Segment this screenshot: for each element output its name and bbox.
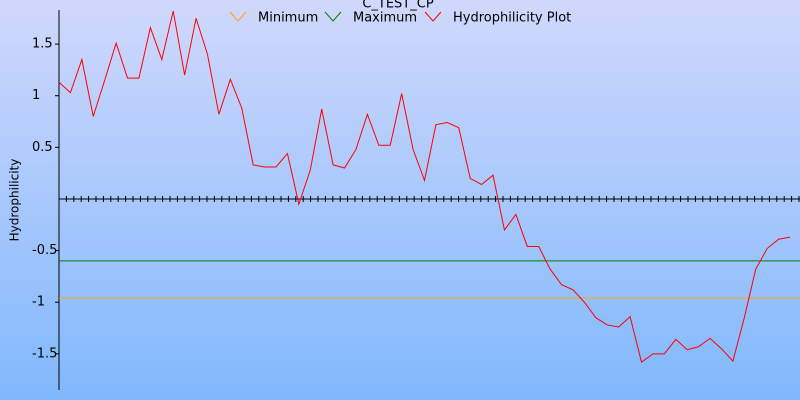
legend-icon — [229, 11, 247, 22]
y-tick-label: -1 — [32, 295, 45, 310]
y-tick-label: 1 — [32, 88, 40, 103]
legend-label: Minimum — [258, 11, 318, 26]
legend-label: Hydrophilicity Plot — [453, 11, 571, 26]
y-tick-label: -1.5 — [32, 346, 57, 361]
data-line — [58, 10, 791, 363]
legend-label: Maximum — [353, 11, 417, 26]
y-axis-label: Hydrophilicity — [8, 159, 22, 242]
legend-icon — [324, 11, 342, 22]
y-tick-label: 0.5 — [32, 140, 53, 155]
chart-title: C_TEST_CP — [362, 0, 434, 12]
legend-icon — [424, 11, 442, 22]
y-tick-label: 1.5 — [32, 37, 53, 52]
y-tick-label: -0.5 — [32, 243, 57, 258]
